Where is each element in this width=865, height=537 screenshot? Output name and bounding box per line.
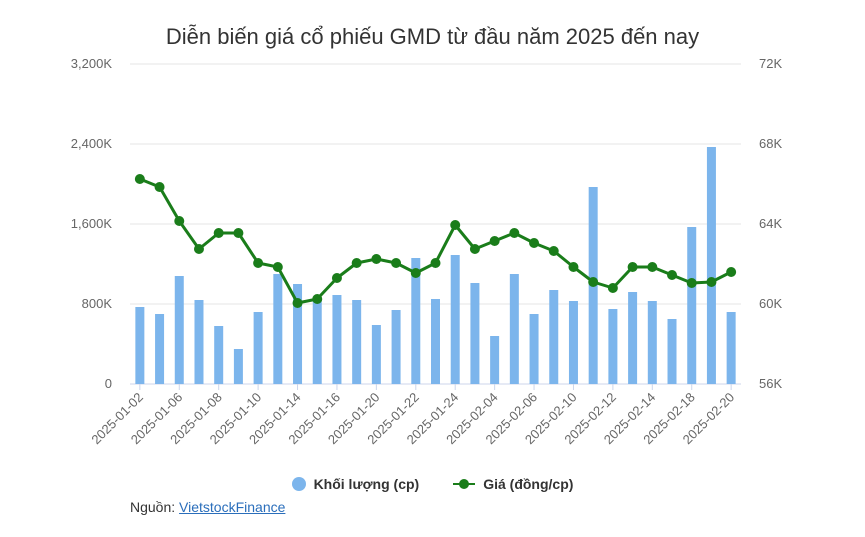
volume-bar — [706, 147, 716, 384]
price-point — [331, 273, 342, 283]
y-right-tick-label: 68K — [759, 136, 782, 151]
price-point — [706, 277, 717, 287]
source-label: Nguồn: — [130, 499, 180, 515]
chart-title: Diễn biến giá cổ phiếu GMD từ đầu năm 20… — [165, 24, 700, 49]
price-point — [213, 228, 224, 238]
legend-item-price[interactable]: Giá (đồng/cp) — [453, 476, 573, 492]
price-point — [233, 228, 244, 238]
legend: Khối lượng (cp) Giá (đồng/cp) — [0, 476, 865, 492]
volume-bar — [628, 292, 638, 384]
volume-bar — [174, 276, 184, 384]
price-point — [371, 254, 382, 264]
y-right-tick-label: 64K — [759, 216, 782, 231]
price-point — [726, 267, 737, 277]
volume-bar — [470, 283, 480, 384]
source-link[interactable]: VietstockFinance — [179, 499, 286, 515]
volume-bar — [490, 336, 500, 384]
price-point — [154, 182, 165, 192]
price-point — [667, 270, 678, 280]
volume-bar — [332, 295, 342, 384]
legend-price-swatch — [453, 477, 476, 491]
volume-bar — [253, 312, 263, 384]
volume-bar — [233, 349, 243, 384]
price-point — [410, 268, 421, 278]
legend-price-label: Giá (đồng/cp) — [483, 476, 574, 492]
price-point — [548, 246, 559, 256]
volume-bar — [667, 319, 677, 384]
price-point — [627, 262, 638, 272]
price-point — [450, 220, 461, 230]
volume-bar — [273, 274, 283, 384]
volume-bar — [214, 326, 224, 384]
y-left-tick-label: 800K — [82, 296, 113, 311]
price-point — [312, 294, 323, 304]
volume-bar — [509, 274, 519, 384]
price-point — [568, 262, 579, 272]
volume-bar — [549, 290, 559, 384]
price-point — [469, 244, 480, 254]
price-point — [588, 277, 599, 287]
price-point — [253, 258, 264, 268]
price-line-path — [139, 177, 732, 305]
legend-volume-label: Khối lượng (cp) — [313, 476, 420, 492]
y-right-tick-label: 60K — [759, 296, 782, 311]
price-point — [292, 298, 303, 308]
price-point — [686, 278, 697, 288]
y-left-tick-label: 2,400K — [71, 136, 113, 151]
legend-item-volume[interactable]: Khối lượng (cp) — [291, 476, 420, 492]
price-point — [430, 258, 441, 268]
volume-bar — [312, 299, 322, 384]
price-line — [134, 174, 737, 308]
x-axis: 2025-01-022025-01-062025-01-082025-01-10… — [88, 384, 737, 447]
y-axis-left: 0 800K 1,600K 2,400K 3,200K — [71, 56, 113, 391]
price-point — [607, 283, 618, 293]
y-right-tick-label: 72K — [759, 56, 782, 71]
price-point — [351, 258, 362, 268]
price-point — [391, 258, 402, 268]
price-point — [509, 228, 520, 238]
price-point — [174, 216, 185, 226]
volume-bar — [450, 255, 460, 384]
price-point — [134, 174, 145, 184]
volume-bar — [135, 307, 145, 384]
price-point — [529, 238, 540, 248]
y-left-tick-label: 1,600K — [71, 216, 113, 231]
volume-bar — [194, 300, 204, 384]
volume-bar — [529, 314, 539, 384]
y-right-tick-label: 56K — [759, 376, 782, 391]
volume-bar — [726, 312, 736, 384]
y-left-tick-label: 0 — [105, 376, 112, 391]
volume-bar — [352, 300, 362, 384]
volume-bar — [371, 325, 381, 384]
price-point — [272, 262, 283, 272]
volume-bar — [431, 299, 440, 384]
volume-bar — [647, 301, 657, 384]
price-point — [489, 236, 500, 246]
volume-bars — [135, 147, 736, 384]
volume-bar — [155, 314, 165, 384]
volume-bar — [391, 310, 401, 384]
volume-bar — [293, 284, 303, 384]
volume-bar — [608, 309, 618, 384]
volume-bar — [568, 301, 578, 384]
price-point — [193, 244, 204, 254]
volume-bar — [687, 227, 697, 384]
volume-bar — [411, 258, 421, 384]
price-point — [647, 262, 658, 272]
legend-volume-swatch — [291, 477, 306, 491]
y-left-tick-label: 3,200K — [71, 56, 113, 71]
y-axis-right: 56K 60K 64K 68K 72K — [759, 56, 782, 391]
source-note: Nguồn: VietstockFinance — [130, 499, 285, 515]
